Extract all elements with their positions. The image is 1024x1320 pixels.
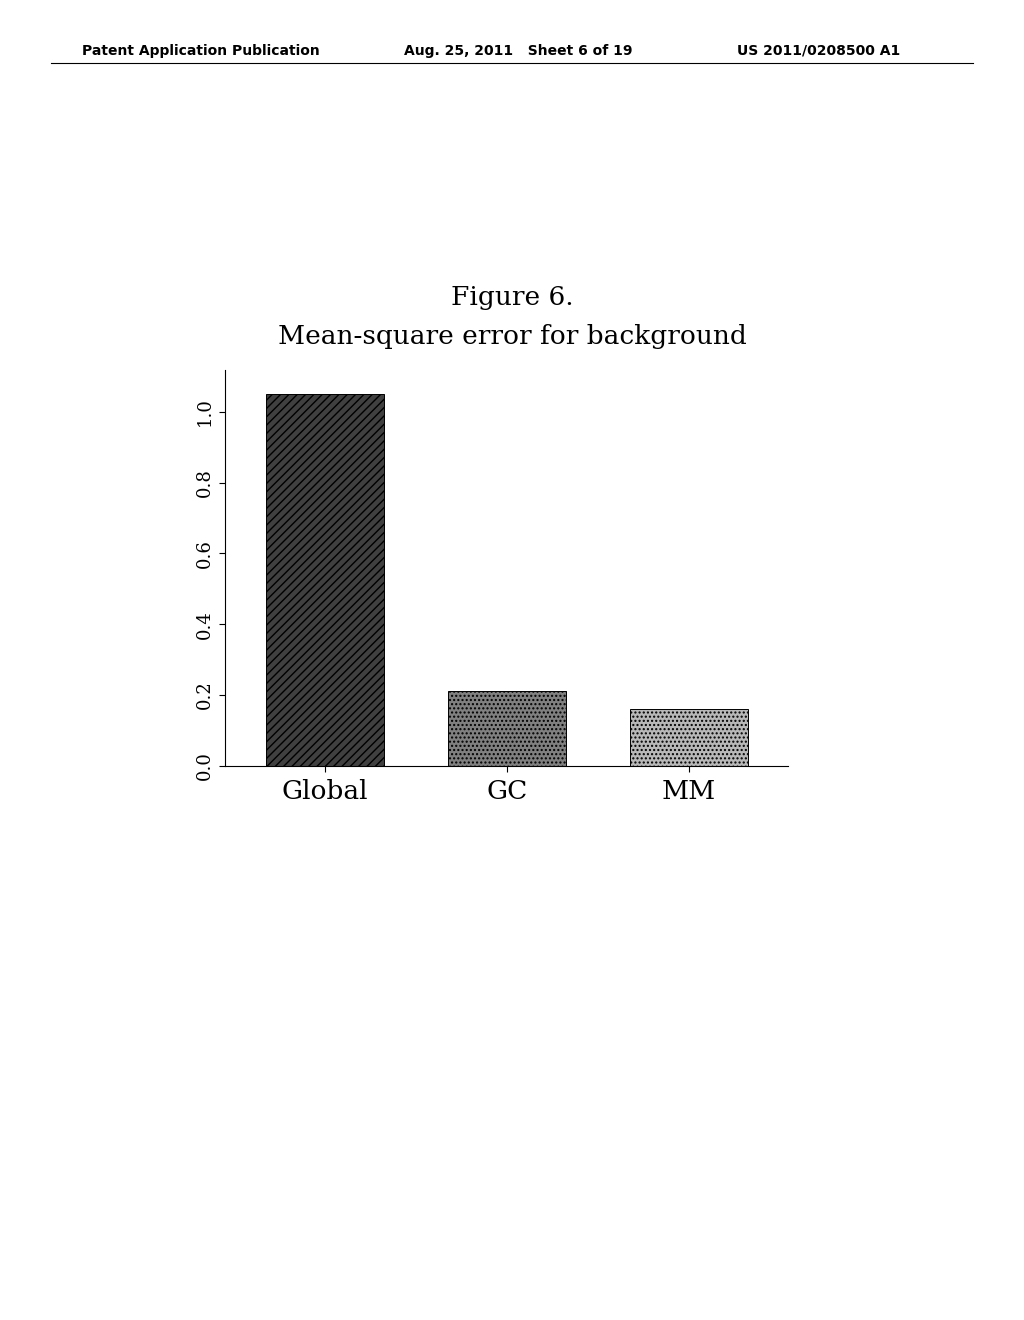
Bar <box>630 709 748 766</box>
Text: US 2011/0208500 A1: US 2011/0208500 A1 <box>737 44 900 58</box>
Text: Mean-square error for background: Mean-square error for background <box>278 325 746 348</box>
Bar <box>266 395 384 766</box>
Text: Aug. 25, 2011   Sheet 6 of 19: Aug. 25, 2011 Sheet 6 of 19 <box>404 44 633 58</box>
Text: Figure 6.: Figure 6. <box>451 285 573 309</box>
Bar <box>447 692 566 766</box>
Text: Patent Application Publication: Patent Application Publication <box>82 44 319 58</box>
